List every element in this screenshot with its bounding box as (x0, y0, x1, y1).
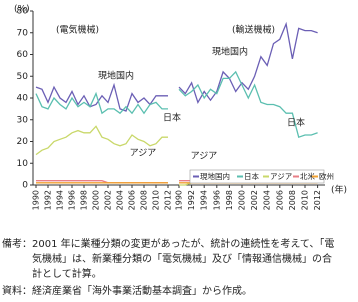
annotation: 現地国内 (212, 46, 248, 58)
x-tick-label: 1996 (212, 190, 221, 210)
x-tick-label: 2000 (238, 190, 247, 210)
legend-label: アジア (270, 172, 292, 181)
note-line: 気機械」は、新業種分類の「電気機械」及び「情報通信機械」の合 (2, 252, 332, 265)
x-tick-label: 2004 (263, 190, 272, 210)
legend-label: 北米 (300, 171, 315, 181)
x-tick-label: 1998 (225, 190, 234, 210)
series-line (178, 70, 318, 139)
note-line: 備考：2001 年に業種分類の変更があったが、統計の連続性を考えて、「電 (2, 237, 334, 250)
panel-title: (電気機械) (56, 24, 99, 36)
x-tick-label: 2012 (313, 190, 322, 210)
panel-title: (輸送機械) (232, 24, 275, 36)
legend-label: 欧州 (319, 171, 334, 181)
annotation: 日本 (287, 117, 305, 129)
series-line (35, 125, 168, 156)
legend-box (189, 169, 325, 184)
x-tick-label: 1998 (80, 190, 89, 210)
series-line (178, 21, 318, 104)
x-tick-label: 1990 (175, 190, 184, 210)
annotation: アジア (130, 149, 157, 159)
x-tick-label: 2010 (301, 190, 310, 210)
annotation: 現地国内 (98, 70, 134, 82)
x-tick-label: 2010 (152, 190, 161, 210)
y-tick-label: 70 (17, 28, 29, 38)
y-tick-label: 0 (22, 181, 28, 191)
x-tick-label: 2008 (288, 190, 297, 210)
x-tick-label: 2012 (164, 190, 173, 210)
y-tick-label: 10 (17, 159, 29, 169)
x-tick-label: 1996 (68, 190, 77, 210)
y-tick-label: 80 (17, 7, 29, 17)
x-tick-label: 2006 (128, 190, 137, 210)
legend-label: 現地国内 (200, 171, 230, 181)
x-axis-label: (年) (331, 184, 347, 196)
y-tick-label: 40 (17, 94, 29, 104)
x-tick-label: 1992 (187, 190, 196, 210)
series-line (35, 91, 168, 115)
x-tick-label: 2008 (140, 190, 149, 210)
y-tick-label: 60 (17, 50, 29, 60)
y-axis-label: (%) (14, 5, 30, 15)
x-tick-label: 1990 (32, 190, 41, 210)
annotation: アジア (191, 152, 218, 162)
x-tick-label: 1994 (200, 190, 209, 210)
note-line: 計として計算。 (2, 267, 102, 280)
y-tick-label: 50 (17, 72, 29, 82)
x-tick-label: 2004 (116, 190, 125, 210)
series-line (35, 82, 168, 112)
y-tick-label: 30 (17, 115, 29, 125)
y-tick-label: 20 (17, 137, 29, 147)
x-tick-label: 2006 (275, 190, 284, 210)
x-tick-label: 1992 (44, 190, 53, 210)
x-tick-label: 2002 (250, 190, 259, 210)
legend-label: 日本 (244, 171, 259, 181)
source: 資料：経済産業省「海外事業活動基本調査」から作成。 (2, 284, 252, 297)
annotation: 日本 (163, 112, 181, 124)
x-tick-label: 2000 (92, 190, 101, 210)
x-tick-label: 1994 (56, 190, 65, 210)
x-tick-label: 2002 (104, 190, 113, 210)
